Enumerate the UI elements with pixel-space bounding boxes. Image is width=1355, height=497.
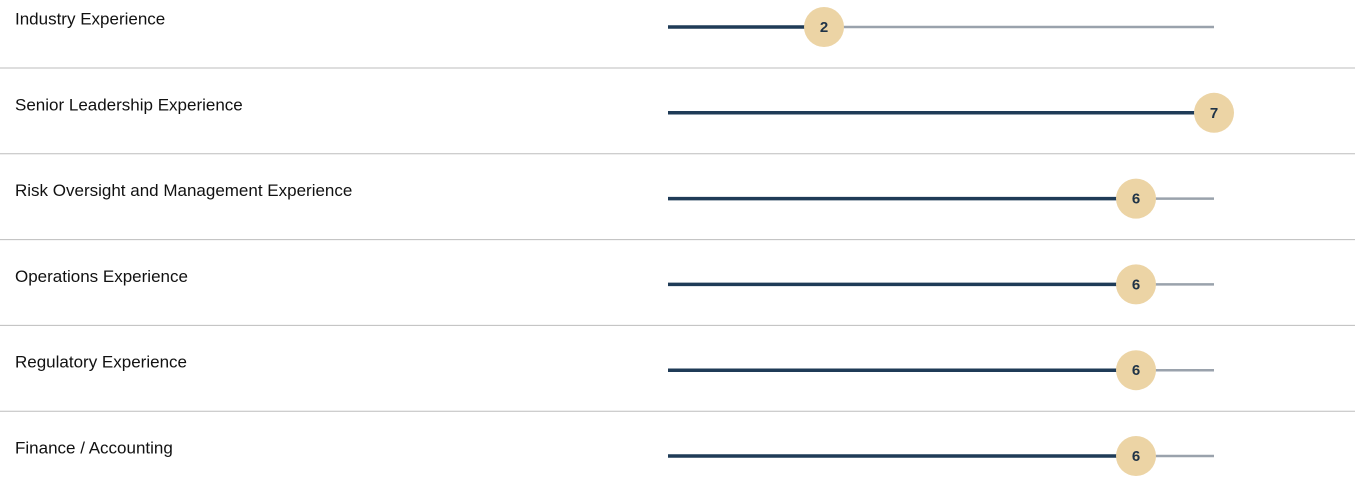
- value-label: 6: [1132, 362, 1140, 379]
- value-label: 6: [1132, 191, 1140, 208]
- value-badge: [1116, 264, 1156, 305]
- value-badge: [804, 7, 844, 47]
- row-label: Risk Oversight and Management Experience: [15, 181, 352, 200]
- row-label: Operations Experience: [15, 267, 188, 286]
- value-badge: [1116, 350, 1156, 391]
- row-label: Finance / Accounting: [15, 438, 173, 457]
- value-label: 7: [1210, 105, 1218, 122]
- value-badge: [1194, 92, 1234, 133]
- row-label: Regulatory Experience: [15, 353, 187, 372]
- value-label: 2: [820, 19, 828, 36]
- row-label: Senior Leadership Experience: [15, 95, 243, 114]
- value-label: 6: [1132, 276, 1140, 293]
- row-label: Industry Experience: [15, 9, 165, 28]
- value-label: 6: [1132, 448, 1140, 465]
- value-badge: [1116, 178, 1156, 219]
- value-badge: [1116, 436, 1156, 476]
